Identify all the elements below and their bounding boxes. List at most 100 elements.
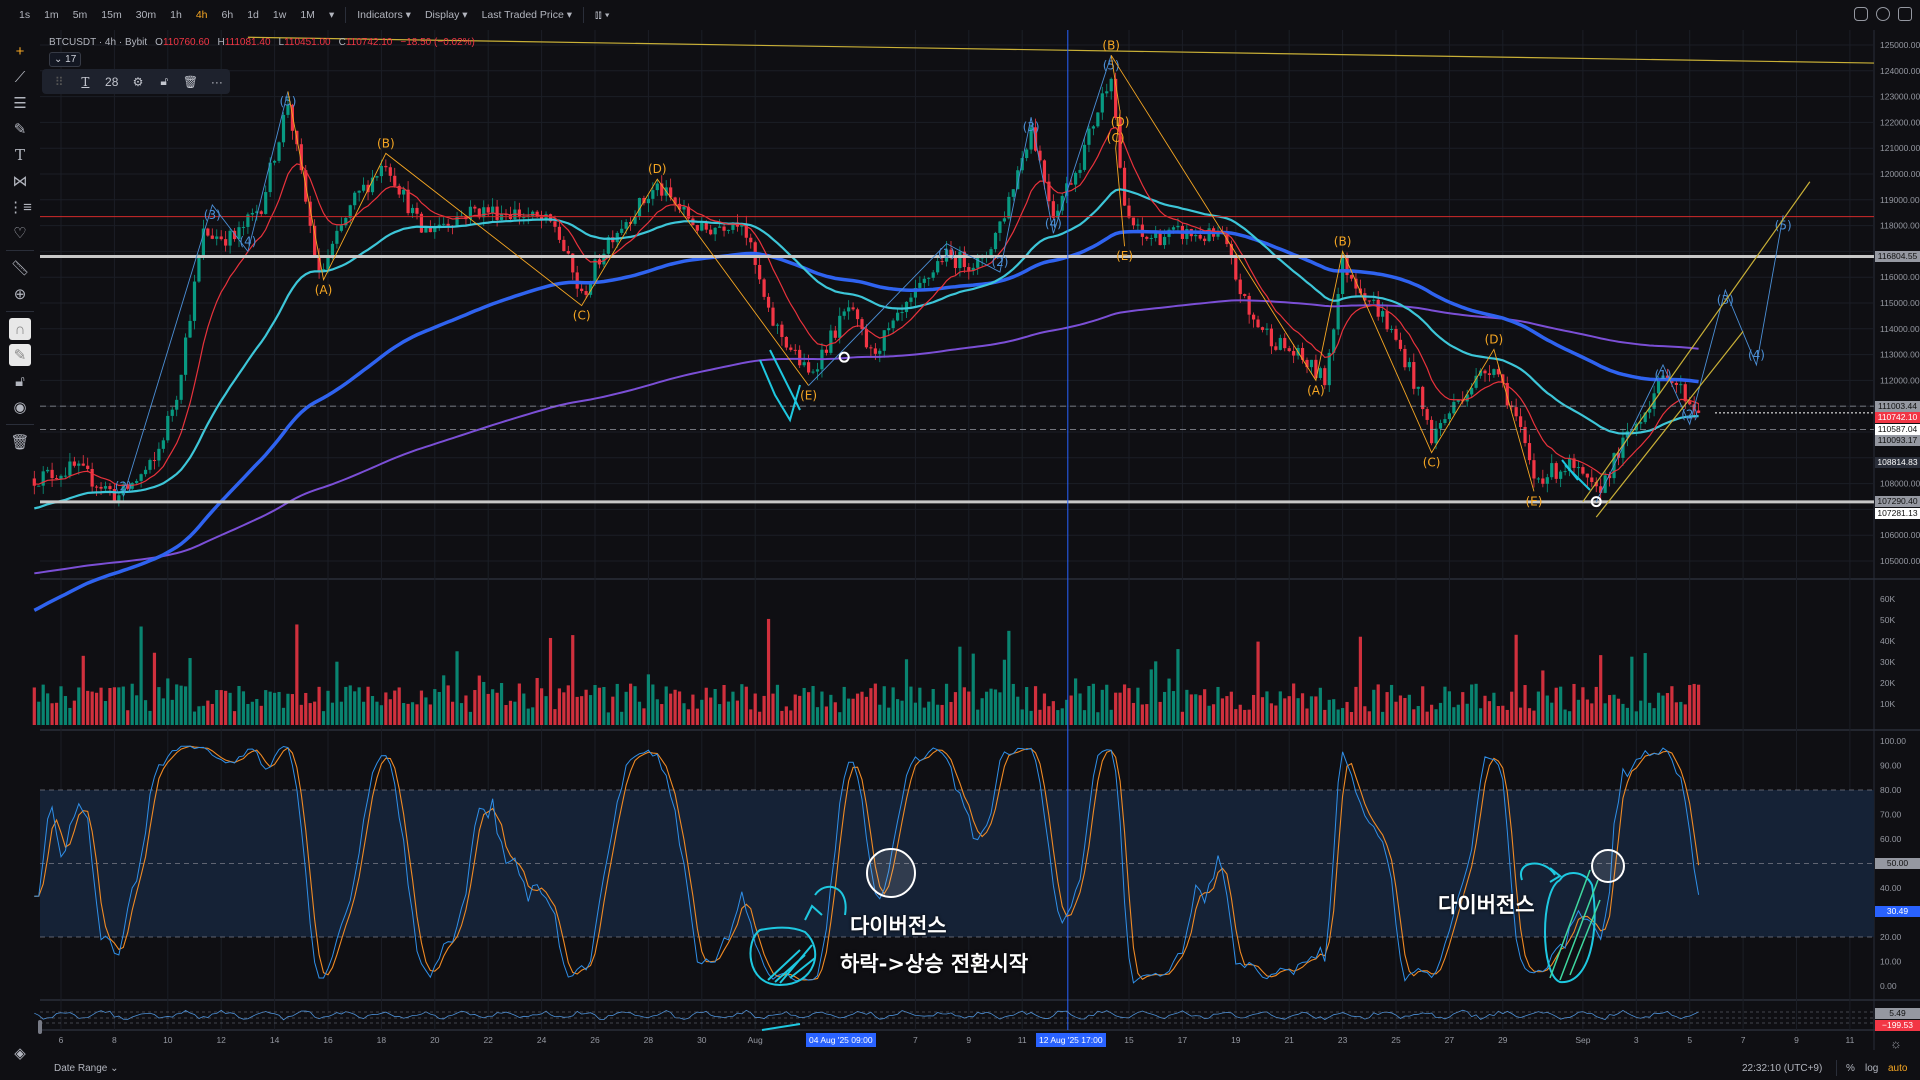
candle <box>192 281 197 321</box>
volume-bar <box>913 702 917 725</box>
fullscreen-icon[interactable] <box>1898 7 1912 21</box>
interval-1d[interactable]: 1d <box>247 9 259 21</box>
volume-bar <box>1136 687 1140 725</box>
layers-icon[interactable]: ◈ <box>14 1045 26 1062</box>
candle <box>255 211 259 213</box>
annotation-reversal[interactable]: 하락->상승 전환시작 <box>840 952 1029 976</box>
interval-1m[interactable]: 1m <box>44 9 59 21</box>
volume-bar <box>535 677 539 725</box>
candle <box>170 409 174 416</box>
drag-handle-icon[interactable]: ⠿ <box>54 74 64 89</box>
volume-bar <box>749 709 753 725</box>
clock[interactable]: 22:32:10 (UTC+9) <box>1742 1063 1823 1074</box>
gear-icon[interactable]: ⚙ <box>132 74 144 89</box>
volume-bar <box>1274 705 1278 725</box>
chart-canvas[interactable]: 125000.00124000.00123000.00122000.001210… <box>0 0 1920 1050</box>
eye-icon[interactable]: ◉ <box>13 399 27 416</box>
volume-bar <box>1318 687 1322 725</box>
candle <box>1487 373 1492 375</box>
volume-bar <box>1470 684 1474 725</box>
font-size-button[interactable]: 28 <box>105 74 119 89</box>
magnet-icon[interactable]: ∩ <box>9 318 31 340</box>
date-range-button[interactable]: Date Range ⌄ <box>54 1063 119 1074</box>
lock-drawing-icon[interactable]: ✎ <box>9 344 31 366</box>
interval-30m[interactable]: 30m <box>135 9 157 21</box>
volume-bar <box>1109 709 1113 725</box>
candle <box>1060 195 1064 211</box>
wave-label: (4) <box>239 234 256 248</box>
text-icon[interactable]: T <box>14 146 25 164</box>
candle <box>847 307 851 312</box>
heart-icon[interactable]: ♡ <box>13 225 27 242</box>
zoom-in-icon[interactable]: ⊕ <box>13 286 27 303</box>
candle <box>157 448 161 461</box>
text-color-icon[interactable]: T <box>81 74 90 89</box>
indicators-collapse-button[interactable]: ⌄ 17 <box>49 52 82 67</box>
indicators-button[interactable]: Indicators ▾ <box>357 9 411 21</box>
candle <box>642 197 646 204</box>
volume-bar <box>726 701 731 725</box>
candle <box>1243 294 1247 296</box>
settings-icon[interactable] <box>1876 7 1890 21</box>
ruler-icon[interactable]: 📏︎ <box>10 260 30 277</box>
interval-1s[interactable]: 1s <box>19 9 31 21</box>
interval-1M[interactable]: 1M <box>300 9 315 21</box>
forecast-icon[interactable]: ⋮≡ <box>8 199 32 216</box>
more-icon[interactable]: ··· <box>210 74 223 89</box>
volume-bar <box>664 686 668 725</box>
volume-bar <box>99 687 103 725</box>
interval-1h[interactable]: 1h <box>170 9 182 21</box>
candle <box>962 251 966 268</box>
candle <box>1643 412 1647 423</box>
volume-bar <box>210 703 214 725</box>
fib-lines-icon[interactable]: ☰ <box>13 95 27 112</box>
annotation-divergence-1[interactable]: 다이버전스 <box>850 914 947 938</box>
volume-bar <box>985 691 989 725</box>
auto-toggle[interactable]: auto <box>1888 1063 1908 1074</box>
time-axis-settings-icon[interactable]: ☼ <box>1890 1036 1902 1051</box>
candle <box>77 463 81 466</box>
interval-more-dropdown[interactable]: ▾ <box>328 9 335 21</box>
volume-bar <box>1252 694 1256 725</box>
interval-15m[interactable]: 15m <box>101 9 122 21</box>
candle <box>940 261 944 263</box>
pattern-icon[interactable]: ⋈ <box>12 173 28 190</box>
volume-bar <box>709 697 713 725</box>
candle <box>838 315 842 338</box>
candle <box>1465 394 1469 402</box>
price-label: 113000.00 <box>1880 350 1920 360</box>
candle <box>1260 327 1265 330</box>
brush-icon[interactable]: ✎ <box>13 121 27 138</box>
interval-1w[interactable]: 1w <box>272 9 287 21</box>
trend-line-icon[interactable]: ⟋ <box>14 68 26 86</box>
unlock-icon[interactable]: 🔓︎ <box>160 74 169 88</box>
volume-bar <box>32 687 36 725</box>
trash-icon[interactable]: 🗑︎ <box>10 434 30 451</box>
candle <box>495 206 499 220</box>
interval-6h[interactable]: 6h <box>221 9 234 21</box>
candle <box>281 114 286 143</box>
display-button[interactable]: Display ▾ <box>424 9 468 21</box>
interval-5m[interactable]: 5m <box>72 9 88 21</box>
lock-icon[interactable]: 🔓︎ <box>15 372 25 390</box>
trash-icon[interactable]: 🗑︎ <box>182 74 199 89</box>
volume-bar <box>437 691 441 725</box>
crosshair-icon[interactable]: + <box>15 42 25 60</box>
candle <box>798 349 802 366</box>
chart-type-dropdown[interactable]: ⫾⫾ ▾ <box>595 8 610 21</box>
volume-bar <box>1176 649 1180 725</box>
camera-icon[interactable] <box>1854 7 1868 21</box>
symbol-info[interactable]: BTCUSDT · 4h · Bybit <box>49 37 148 48</box>
price-source-dropdown[interactable]: Last Traded Price ▾ <box>481 9 573 21</box>
candle <box>744 224 748 238</box>
volume-bar <box>584 689 588 725</box>
candle <box>873 348 877 354</box>
interval-4h[interactable]: 4h <box>195 9 208 21</box>
candle <box>1421 386 1425 410</box>
log-toggle[interactable]: log <box>1865 1063 1879 1074</box>
volume-bar <box>820 691 824 725</box>
annotation-divergence-2[interactable]: 다이버전스 <box>1438 893 1535 917</box>
percent-toggle[interactable]: % <box>1846 1063 1855 1074</box>
volume-bar <box>838 712 842 725</box>
scrollbar-handle[interactable] <box>38 1020 42 1034</box>
